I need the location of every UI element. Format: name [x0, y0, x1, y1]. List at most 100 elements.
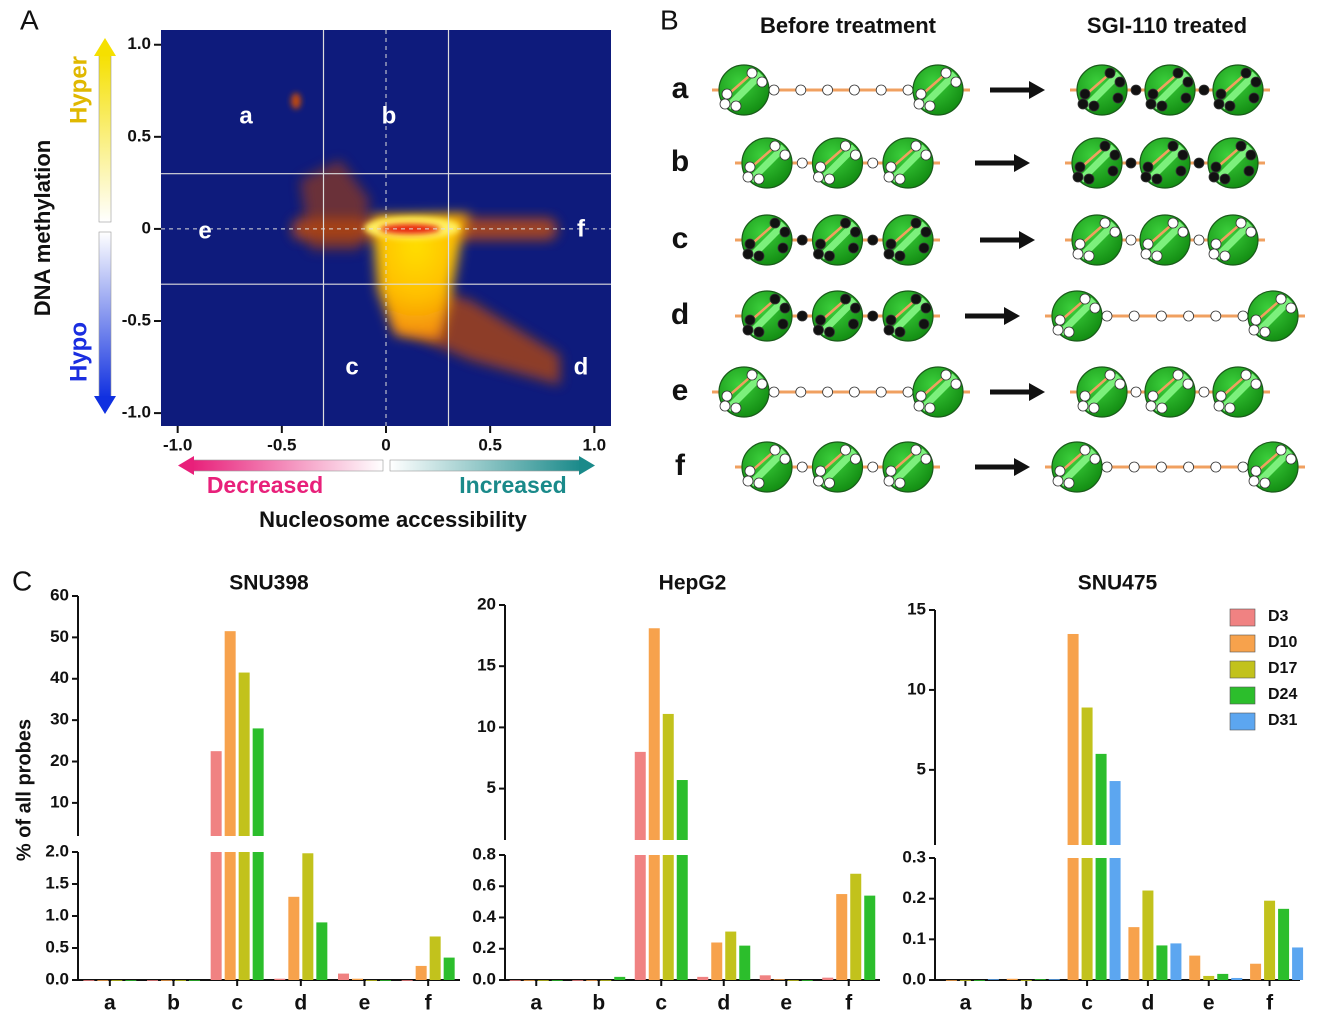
unmethyl-dot	[1142, 238, 1154, 250]
linker-dot	[902, 84, 914, 96]
x-tick-label: e	[359, 992, 371, 1015]
unmethyl-dot	[1224, 402, 1236, 414]
unmethyl-dot	[910, 140, 922, 152]
linker-dot	[796, 310, 808, 322]
arrow-head	[1019, 231, 1035, 249]
bar	[537, 980, 549, 981]
unmethyl-dot	[815, 161, 826, 173]
linker-dot	[1128, 461, 1140, 473]
methyl-dot	[1250, 76, 1262, 88]
bar	[366, 980, 377, 981]
y-tick-label: 15	[477, 656, 496, 675]
linker-dot	[1193, 234, 1205, 246]
y-tick-label: 0.2	[472, 938, 496, 957]
y-tick-label: 20	[50, 751, 69, 770]
linker-dot	[867, 310, 879, 322]
linker-dot	[1183, 461, 1194, 473]
methyl-dot	[769, 217, 781, 229]
y-tick-label: 5	[487, 778, 496, 797]
methyl-dot	[813, 248, 824, 260]
unmethyl-dot	[924, 100, 936, 112]
unmethyl-dot	[813, 475, 824, 487]
unmethyl-dot	[894, 477, 906, 489]
unmethyl-dot	[815, 465, 826, 477]
unmethyl-dot	[1151, 250, 1163, 262]
linker-dot	[768, 386, 780, 398]
unmethyl-dot	[1099, 217, 1111, 229]
unmethyl-dot	[840, 140, 851, 152]
unmethyl-dot	[1074, 238, 1086, 250]
linker-dot	[1125, 234, 1137, 246]
unmethyl-dot	[769, 444, 781, 456]
methyl-dot	[1224, 100, 1236, 112]
legend-swatch	[1229, 660, 1256, 679]
bar	[1109, 858, 1121, 980]
methyl-dot	[753, 326, 765, 338]
region-label: f	[577, 215, 586, 242]
bar	[1081, 707, 1093, 845]
y-tick-label: 40	[50, 668, 69, 687]
x-tick-label: c	[231, 992, 243, 1015]
methyl-dot	[1140, 171, 1152, 183]
methyl-dot	[813, 324, 824, 336]
bar	[1067, 633, 1079, 845]
methyl-dot	[920, 226, 932, 238]
panel-b: Before treatment SGI-110 treated a b c d e f	[671, 13, 1305, 493]
density-layer	[291, 93, 560, 385]
bar	[1278, 908, 1290, 980]
unmethyl-dot	[719, 400, 731, 412]
unmethyl-dot	[1052, 324, 1064, 336]
unmethyl-dot	[1215, 390, 1227, 402]
unmethyl-dot	[1285, 302, 1297, 314]
bar	[238, 672, 250, 836]
unmethyl-dot	[1083, 250, 1095, 262]
linker-dot	[875, 84, 887, 96]
bar	[224, 852, 236, 980]
unmethyl-dot	[885, 465, 897, 477]
unmethyl-dot	[1248, 475, 1260, 487]
chart-title: HepG2	[659, 572, 727, 595]
x-tick-label: 0.5	[478, 435, 502, 454]
hyper-arrow	[98, 53, 112, 223]
unmethyl-dot	[719, 98, 731, 110]
unmethyl-dot	[744, 465, 756, 477]
arrow-head	[1014, 154, 1030, 172]
bar	[224, 631, 236, 836]
methyl-dot	[1088, 100, 1100, 112]
bar	[401, 980, 413, 981]
methyl-dot	[1142, 161, 1154, 173]
unmethyl-dot	[1054, 314, 1066, 326]
linker-dot	[796, 234, 808, 246]
methyl-dot	[910, 293, 922, 305]
bar	[711, 942, 723, 980]
linker-dot	[1130, 386, 1142, 398]
y-tick-label: 20	[477, 594, 496, 613]
unmethyl-dot	[1285, 453, 1297, 465]
unmethyl-dot	[1275, 293, 1287, 305]
bar	[1170, 943, 1182, 980]
unmethyl-dot	[1052, 475, 1064, 487]
row-label: d	[671, 298, 689, 331]
unmethyl-dot	[1109, 226, 1121, 238]
x-tick-label: 1.0	[583, 435, 607, 454]
linker-dot	[875, 386, 887, 398]
methyl-dot	[744, 238, 756, 250]
bar	[147, 980, 158, 981]
bar	[662, 713, 674, 840]
chart-title: SNU475	[1078, 572, 1158, 595]
unmethyl-dot	[940, 369, 952, 381]
bar	[523, 980, 535, 981]
increased-arrowhead	[579, 456, 595, 475]
legend-label: D17	[1268, 660, 1297, 677]
panel-label: C	[12, 565, 32, 596]
y-tick-label: 0.4	[472, 907, 496, 926]
bar	[676, 855, 688, 980]
row-label: a	[672, 72, 689, 105]
unmethyl-dot	[910, 444, 922, 456]
linker-dot	[1198, 386, 1210, 398]
unmethyl-dot	[744, 161, 756, 173]
linker-dot	[795, 386, 807, 398]
unmethyl-dot	[730, 100, 742, 112]
legend-label: D3	[1268, 608, 1289, 625]
decreased-arrowhead	[178, 456, 194, 475]
